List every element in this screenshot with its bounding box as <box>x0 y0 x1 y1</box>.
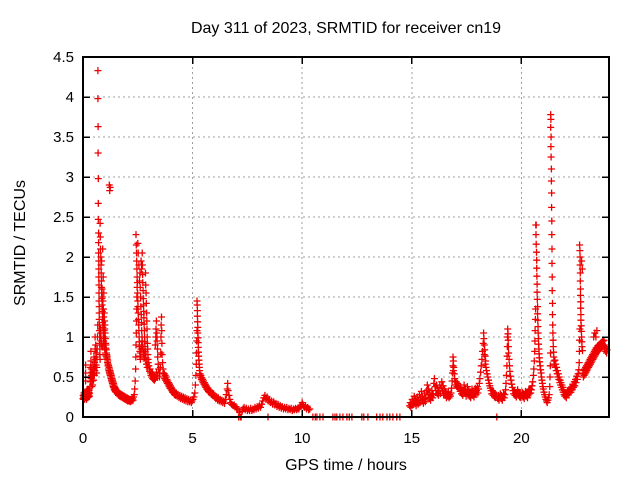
chart-title: Day 311 of 2023, SRMTID for receiver cn1… <box>190 20 502 37</box>
y-tick-label: 0.5 <box>53 369 74 386</box>
data-points <box>79 67 611 421</box>
x-tick-label: 20 <box>513 430 530 447</box>
plot-border <box>82 56 610 418</box>
x-axis-label: GPS time / hours <box>285 457 407 474</box>
y-tick-label: 3 <box>66 169 74 186</box>
y-tick-label: 2 <box>66 249 74 266</box>
x-tick-label: 5 <box>188 430 196 447</box>
y-tick-label: 1.5 <box>53 289 74 306</box>
y-tick-label: 4.5 <box>53 49 74 66</box>
y-tick-label: 2.5 <box>53 209 74 226</box>
y-tick-label: 1 <box>66 329 74 346</box>
x-tick-label: 0 <box>79 430 87 447</box>
y-tick-label: 4 <box>66 89 74 106</box>
x-tick-label: 10 <box>294 430 311 447</box>
x-tick-label: 15 <box>403 430 420 447</box>
y-tick-label: 0 <box>66 409 74 426</box>
y-tick-label: 3.5 <box>53 129 74 146</box>
